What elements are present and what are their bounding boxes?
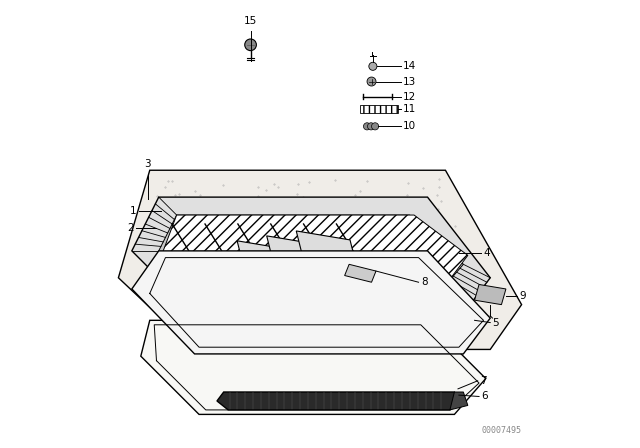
Polygon shape bbox=[296, 231, 359, 276]
Text: 00007495: 00007495 bbox=[482, 426, 522, 435]
Circle shape bbox=[367, 77, 376, 86]
Circle shape bbox=[371, 123, 379, 130]
Polygon shape bbox=[118, 170, 522, 349]
Text: 8: 8 bbox=[421, 277, 428, 287]
Text: 2: 2 bbox=[127, 224, 134, 233]
Text: 5: 5 bbox=[493, 318, 499, 327]
Polygon shape bbox=[217, 392, 461, 410]
Text: 9: 9 bbox=[520, 291, 526, 301]
Polygon shape bbox=[450, 392, 468, 410]
Circle shape bbox=[244, 39, 257, 51]
Polygon shape bbox=[159, 215, 463, 296]
Polygon shape bbox=[360, 105, 398, 113]
Polygon shape bbox=[475, 284, 506, 305]
Text: 11: 11 bbox=[403, 104, 416, 114]
Circle shape bbox=[367, 123, 374, 130]
Polygon shape bbox=[141, 320, 486, 414]
Text: 4: 4 bbox=[484, 248, 490, 258]
Polygon shape bbox=[345, 264, 376, 282]
Polygon shape bbox=[237, 241, 300, 286]
Text: 12: 12 bbox=[403, 92, 416, 102]
Text: 3: 3 bbox=[144, 159, 151, 169]
Text: 15: 15 bbox=[244, 16, 257, 26]
Polygon shape bbox=[267, 236, 330, 280]
Circle shape bbox=[369, 62, 377, 70]
Polygon shape bbox=[163, 215, 468, 291]
Circle shape bbox=[364, 123, 371, 130]
Text: 13: 13 bbox=[403, 77, 416, 86]
Text: 10: 10 bbox=[403, 121, 416, 131]
Polygon shape bbox=[132, 197, 490, 314]
Text: 6: 6 bbox=[481, 392, 488, 401]
Text: 7: 7 bbox=[480, 376, 486, 386]
Text: 1: 1 bbox=[130, 206, 136, 215]
Text: 14: 14 bbox=[403, 61, 416, 71]
Polygon shape bbox=[132, 251, 490, 354]
